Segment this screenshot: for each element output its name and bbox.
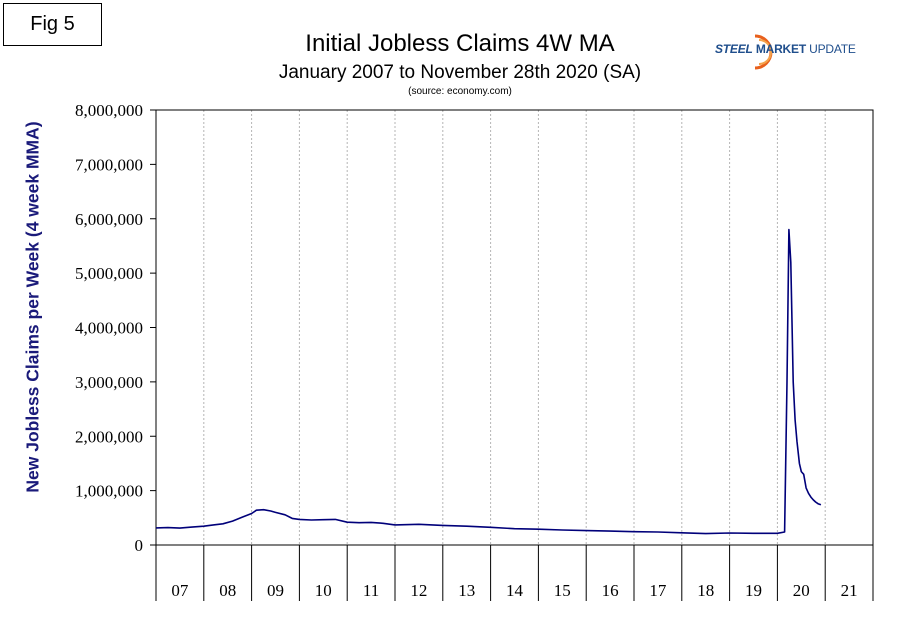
- y-tick-label: 4,000,000: [75, 319, 143, 338]
- y-tick-label: 3,000,000: [75, 373, 143, 392]
- logo-swoosh-icon: [754, 34, 773, 70]
- y-tick-label: 6,000,000: [75, 210, 143, 229]
- x-tick-label: 20: [793, 581, 810, 600]
- y-tick-labels: 0 1,000,000 2,000,000 3,000,000 4,000,000 5,0…: [75, 101, 143, 555]
- y-tick-label: 0: [135, 536, 144, 555]
- x-tick-label: 18: [697, 581, 714, 600]
- y-tick-label: 5,000,000: [75, 264, 143, 283]
- x-tick-label: 08: [219, 581, 236, 600]
- logo-word-market: MARKET: [755, 42, 806, 56]
- plot-frame: [155, 109, 874, 546]
- x-tick-label: 19: [745, 581, 762, 600]
- y-tick-label: 7,000,000: [75, 155, 143, 174]
- x-tick-label: 21: [841, 581, 858, 600]
- figure-label: Fig 5: [3, 3, 102, 46]
- series-line-jobless-claims: [155, 228, 822, 535]
- axes-layer: [150, 109, 874, 601]
- x-tick-label: 14: [506, 581, 524, 600]
- x-tick-label: 15: [554, 581, 571, 600]
- steel-market-update-logo: STEEL MARKET UPDATE: [715, 34, 875, 70]
- x-tick-label: 13: [458, 581, 475, 600]
- logo-word-update: UPDATE: [809, 42, 856, 56]
- y-tick-label: 2,000,000: [75, 427, 143, 446]
- x-tick-label: 10: [315, 581, 332, 600]
- y-tick-label: 1,000,000: [75, 482, 143, 501]
- logo-word-steel: STEEL: [715, 42, 753, 56]
- x-tick-label: 09: [267, 581, 284, 600]
- chart-subtitle: January 2007 to November 28th 2020 (SA): [278, 62, 642, 83]
- chart-title: Initial Jobless Claims 4W MA: [305, 30, 615, 57]
- x-tick-label: 07: [171, 581, 189, 600]
- x-tick-labels: 07 08 09 10 11 12 13 14 15 16 17 18 19 20 21: [171, 581, 857, 600]
- x-tick-label: 16: [602, 581, 619, 600]
- chart-source: (source: economy.com): [408, 86, 512, 97]
- series-layer: [155, 228, 822, 535]
- x-tick-label: 12: [410, 581, 427, 600]
- grid-layer: [203, 110, 826, 545]
- x-tick-label: 11: [363, 581, 379, 600]
- x-tick-label: 17: [649, 581, 667, 600]
- y-tick-label: 8,000,000: [75, 101, 143, 120]
